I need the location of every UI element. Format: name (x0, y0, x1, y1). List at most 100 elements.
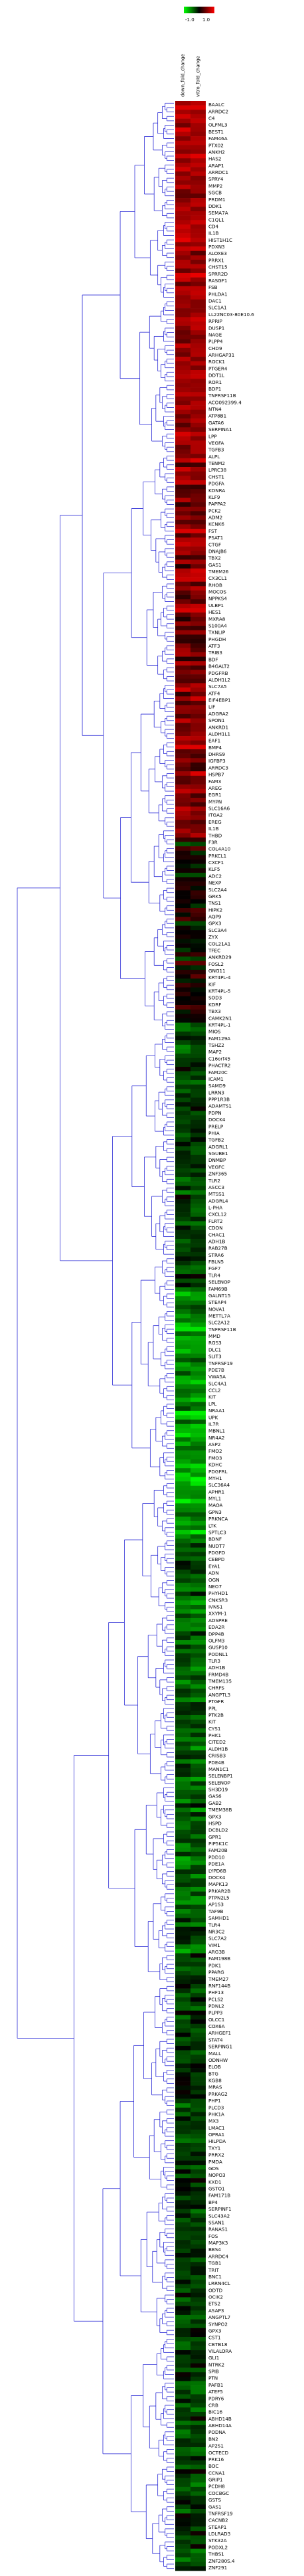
heatmap-cell (190, 2434, 206, 2439)
heatmap-cell (175, 1406, 190, 1412)
row-label: PDGFRB (208, 670, 228, 676)
heatmap-cell (175, 215, 190, 221)
heatmap-cell (175, 1450, 190, 1455)
heatmap-cell (175, 1574, 190, 1579)
heatmap-cell (175, 374, 190, 379)
heatmap-cell (175, 564, 190, 569)
heatmap-cell (175, 2328, 190, 2333)
row-label: SLC4A1 (208, 1380, 227, 1386)
heatmap-cell (175, 855, 190, 860)
heatmap-cell (175, 458, 190, 463)
heatmap-cell (190, 705, 206, 710)
heatmap-cell (190, 837, 206, 842)
heatmap-cell (190, 1358, 206, 1363)
heatmap-cell (190, 2531, 206, 2536)
row-label: OLFML3 (208, 122, 228, 128)
heatmap-cell (190, 2284, 206, 2289)
heatmap-cell (190, 1750, 206, 1756)
row-label: LIF (208, 704, 215, 710)
heatmap-cell (190, 1764, 206, 1768)
heatmap-cell (175, 282, 190, 287)
heatmap-cell (175, 2120, 190, 2126)
heatmap-cell (190, 1520, 206, 1526)
heatmap-cell (175, 688, 190, 692)
row-label: TSHZ2 (208, 1042, 224, 1048)
heatmap-cell (175, 1084, 190, 1089)
heatmap-cell (190, 577, 206, 582)
heatmap-cell (175, 1014, 190, 1019)
heatmap-cell (190, 2076, 206, 2082)
heatmap-cell (175, 987, 190, 992)
heatmap-cell (175, 678, 190, 684)
heatmap-cell (190, 1031, 206, 1036)
heatmap-cell (190, 952, 206, 957)
heatmap-cell (190, 533, 206, 538)
heatmap-cell (175, 1578, 190, 1584)
heatmap-cell (175, 1635, 190, 1641)
row-dendrogram (17, 102, 174, 2569)
heatmap-cell (190, 590, 206, 595)
heatmap-cell (190, 1851, 206, 1857)
heatmap-cell (175, 713, 190, 719)
heatmap-cell (190, 727, 206, 732)
row-label: PAFB1 (208, 2382, 223, 2388)
heatmap-cell (175, 1040, 190, 1046)
heatmap-cell (190, 118, 206, 124)
heatmap-cell (190, 1362, 206, 1367)
heatmap-cell (190, 2328, 206, 2333)
row-label: TFEC (208, 947, 220, 953)
row-label: FAM20C (208, 1069, 228, 1075)
heatmap-cell (175, 1027, 190, 1032)
heatmap-cell (190, 1935, 206, 1940)
row-label: NTRK2 (208, 2361, 224, 2367)
row-label: ROCK1 (208, 359, 225, 365)
row-label: PDE1A (208, 1861, 224, 1867)
heatmap-cell (175, 2314, 190, 2320)
row-label: NUDT7 (208, 1543, 225, 1549)
heatmap-cell (190, 2249, 206, 2254)
heatmap-cell (190, 788, 206, 794)
row-label: ETS2 (208, 2301, 220, 2307)
heatmap-cell (190, 1009, 206, 1014)
heatmap-cell (190, 1931, 206, 1936)
heatmap-cell (175, 740, 190, 745)
heatmap-cell (175, 2200, 190, 2205)
heatmap-cell (190, 1675, 206, 1681)
row-label: GSTS (208, 2497, 222, 2503)
heatmap-cell (175, 2504, 190, 2510)
heatmap-cell (190, 939, 206, 944)
row-label: CHAC1 (208, 1232, 225, 1238)
row-label: PCDH8 (208, 2484, 225, 2490)
heatmap-cell (175, 934, 190, 939)
heatmap-cell (190, 2522, 206, 2527)
heatmap-cell (190, 1900, 206, 1905)
row-label: PHP1 (208, 2098, 221, 2104)
heatmap-cell (175, 1569, 190, 1574)
heatmap-cell (175, 1124, 190, 1129)
row-label: CD4 (208, 224, 219, 230)
heatmap-cell (190, 334, 206, 339)
heatmap-cell (190, 2319, 206, 2324)
heatmap-cell (175, 1653, 190, 1658)
heatmap-cell (175, 885, 190, 891)
heatmap-cell (175, 1909, 190, 1914)
heatmap-cell (175, 573, 190, 578)
heatmap-cell (175, 1547, 190, 1552)
row-label: NRAA1 (208, 1408, 225, 1414)
heatmap-cell (175, 1269, 190, 1275)
row-label: PPL (208, 1705, 217, 1711)
row-label: CDON (208, 1225, 223, 1231)
heatmap-cell (175, 2451, 190, 2456)
heatmap-cell (190, 167, 206, 172)
row-label: DNAJB6 (208, 548, 227, 554)
heatmap-cell (190, 1786, 206, 1791)
heatmap-cell (175, 1543, 190, 1548)
heatmap-cell (190, 1565, 206, 1570)
heatmap-cell (190, 153, 206, 159)
heatmap-cell (190, 1093, 206, 1098)
heatmap-cell (175, 1331, 190, 1336)
row-label: GUSP10 (208, 1645, 228, 1651)
heatmap-cell (190, 215, 206, 221)
heatmap-cell (190, 1251, 206, 1257)
heatmap-cell (175, 1067, 190, 1071)
